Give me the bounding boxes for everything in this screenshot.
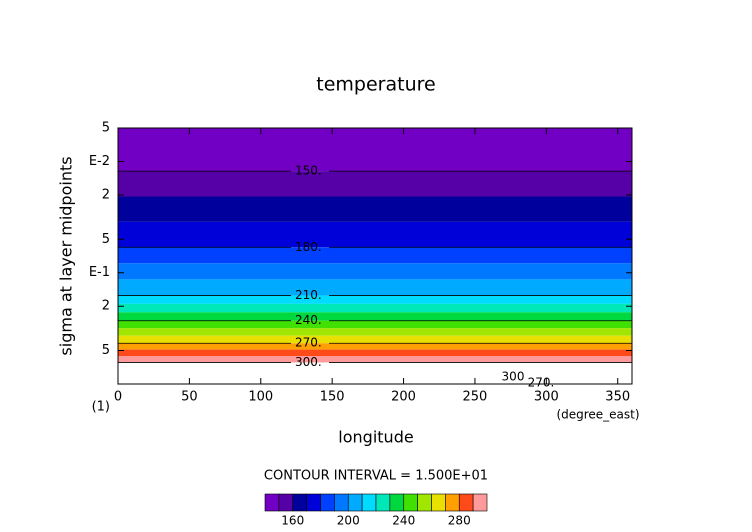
contour-label: 240.: [295, 313, 322, 327]
contour-label: 150.: [295, 164, 322, 178]
colorbar-cell: [458, 493, 474, 512]
colorbar-cell: [472, 493, 488, 512]
contour-interval: CONTOUR INTERVAL = 1.500E+01: [264, 469, 488, 484]
colorbar-cell: [417, 493, 432, 512]
x-tick-label: 50: [181, 390, 198, 405]
contour-label: 300.: [295, 355, 322, 369]
colorbar-tick-label: 240: [392, 514, 415, 528]
shade-band: [118, 349, 632, 357]
colorbar-cell: [334, 493, 349, 512]
shade-band: [118, 263, 632, 280]
x-unit: (degree_east): [556, 408, 639, 422]
colorbar-cell: [375, 493, 391, 512]
colorbar-tick-label: 200: [337, 514, 360, 528]
x-tick-label: 200: [391, 390, 416, 405]
shade-band: [118, 335, 632, 344]
colorbar-tick-label: 160: [281, 514, 304, 528]
plot-frame: [117, 127, 633, 385]
contour-label: 210.: [295, 288, 322, 302]
y-tick-label: E-1: [89, 265, 110, 280]
colorbar-cell: [264, 493, 280, 512]
shade-band: [118, 303, 632, 313]
shade-band: [118, 279, 632, 296]
shade-band: [118, 196, 632, 222]
x-tick-label: 250: [463, 390, 488, 405]
colorbar-cell: [361, 493, 377, 512]
colorbar-cell: [403, 493, 418, 512]
y-tick-label: 5: [102, 121, 110, 136]
shade-band: [118, 221, 632, 248]
shade-band: [118, 343, 632, 350]
x-tick-label: 100: [248, 390, 273, 405]
shade-band: [118, 320, 632, 329]
y-tick-label: 2: [102, 299, 110, 314]
colorbar-cell: [292, 493, 307, 512]
contour-label: 270.: [295, 336, 322, 350]
y-tick-label: 5: [102, 232, 110, 247]
chart-title: temperature: [316, 74, 435, 96]
colorbar-cell: [320, 493, 335, 512]
x-tick-label: 300: [534, 390, 559, 405]
y-tick-label: 2: [102, 187, 110, 202]
colorbar-cell: [389, 493, 405, 512]
y-tick-label: (1): [92, 400, 110, 415]
colorbar-cell: [347, 493, 363, 512]
colorbar-cell: [306, 493, 321, 512]
shade-band: [118, 171, 632, 197]
colorbar-cell: [431, 493, 446, 512]
y-tick-label: 5: [102, 343, 110, 358]
shade-band: [118, 328, 632, 336]
y-tick-label: E-2: [89, 154, 110, 169]
x-tick-label: 350: [605, 390, 630, 405]
y-axis-label: sigma at layer midpoints: [57, 156, 76, 355]
contour-label: 180.: [295, 240, 322, 254]
shade-band: [118, 128, 632, 172]
shade-band: [118, 356, 632, 363]
shade-band: [118, 295, 632, 304]
colorbar-tick-label: 280: [448, 514, 471, 528]
colorbar-cell: [445, 493, 460, 512]
shade-band: [118, 247, 632, 264]
shade-band: [118, 312, 632, 321]
contour-label: 300: [502, 370, 525, 384]
contour-label: 270.: [528, 376, 555, 390]
x-axis-label: longitude: [338, 428, 413, 447]
x-tick-label: 0: [114, 390, 122, 405]
x-tick-label: 150: [320, 390, 345, 405]
colorbar-cell: [278, 493, 294, 512]
